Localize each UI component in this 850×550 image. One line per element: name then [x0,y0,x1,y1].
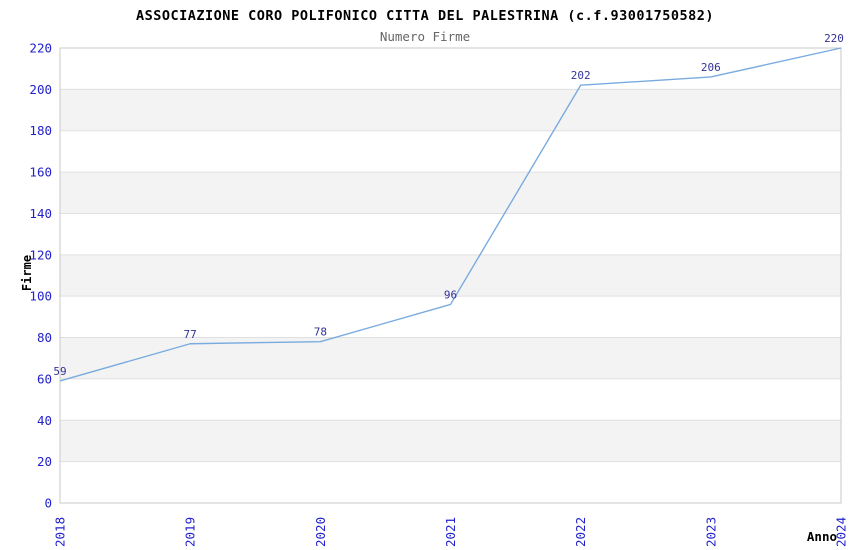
data-point-label: 96 [444,288,457,301]
y-tick-label: 40 [37,413,52,428]
x-tick-label: 2023 [703,517,718,547]
series-line [59,47,842,382]
y-tick-label: 140 [29,206,52,221]
plot-band [60,420,841,462]
x-tick-label: 2024 [834,517,849,547]
plot-border [59,47,842,504]
y-axis-title: Firme [20,254,34,292]
x-tick-label: 2022 [573,517,588,547]
data-point-label: 77 [184,328,197,341]
data-point-label: 202 [571,69,591,82]
y-tick-label: 20 [37,454,52,469]
plot-band [60,337,841,379]
y-tick-label: 100 [29,289,52,304]
y-tick-label: 180 [29,123,52,138]
plot-band [60,89,841,131]
data-point-label: 59 [53,365,66,378]
y-tick-label: 120 [29,247,52,262]
data-point-label: 220 [824,32,844,45]
data-point-label: 206 [701,61,721,74]
plot-band [60,254,841,297]
chart-title: ASSOCIAZIONE CORO POLIFONICO CITTA DEL P… [135,8,715,24]
x-tick-label: 2018 [53,517,68,547]
x-axis-title: Anno [806,529,837,544]
x-tick-label: 2020 [313,517,328,547]
y-tick-label: 60 [37,371,52,386]
x-tick-label: 2019 [183,517,198,547]
y-tick-label: 200 [29,82,52,97]
y-tick-label: 220 [29,41,52,56]
data-point-label: 78 [314,326,327,339]
chart-subtitle: Numero Firme [379,29,471,44]
y-tick-label: 80 [37,330,52,345]
y-tick-label: 160 [29,165,52,180]
x-tick-label: 2021 [443,517,458,547]
y-tick-label: 0 [44,496,52,511]
plot-band [60,172,841,214]
